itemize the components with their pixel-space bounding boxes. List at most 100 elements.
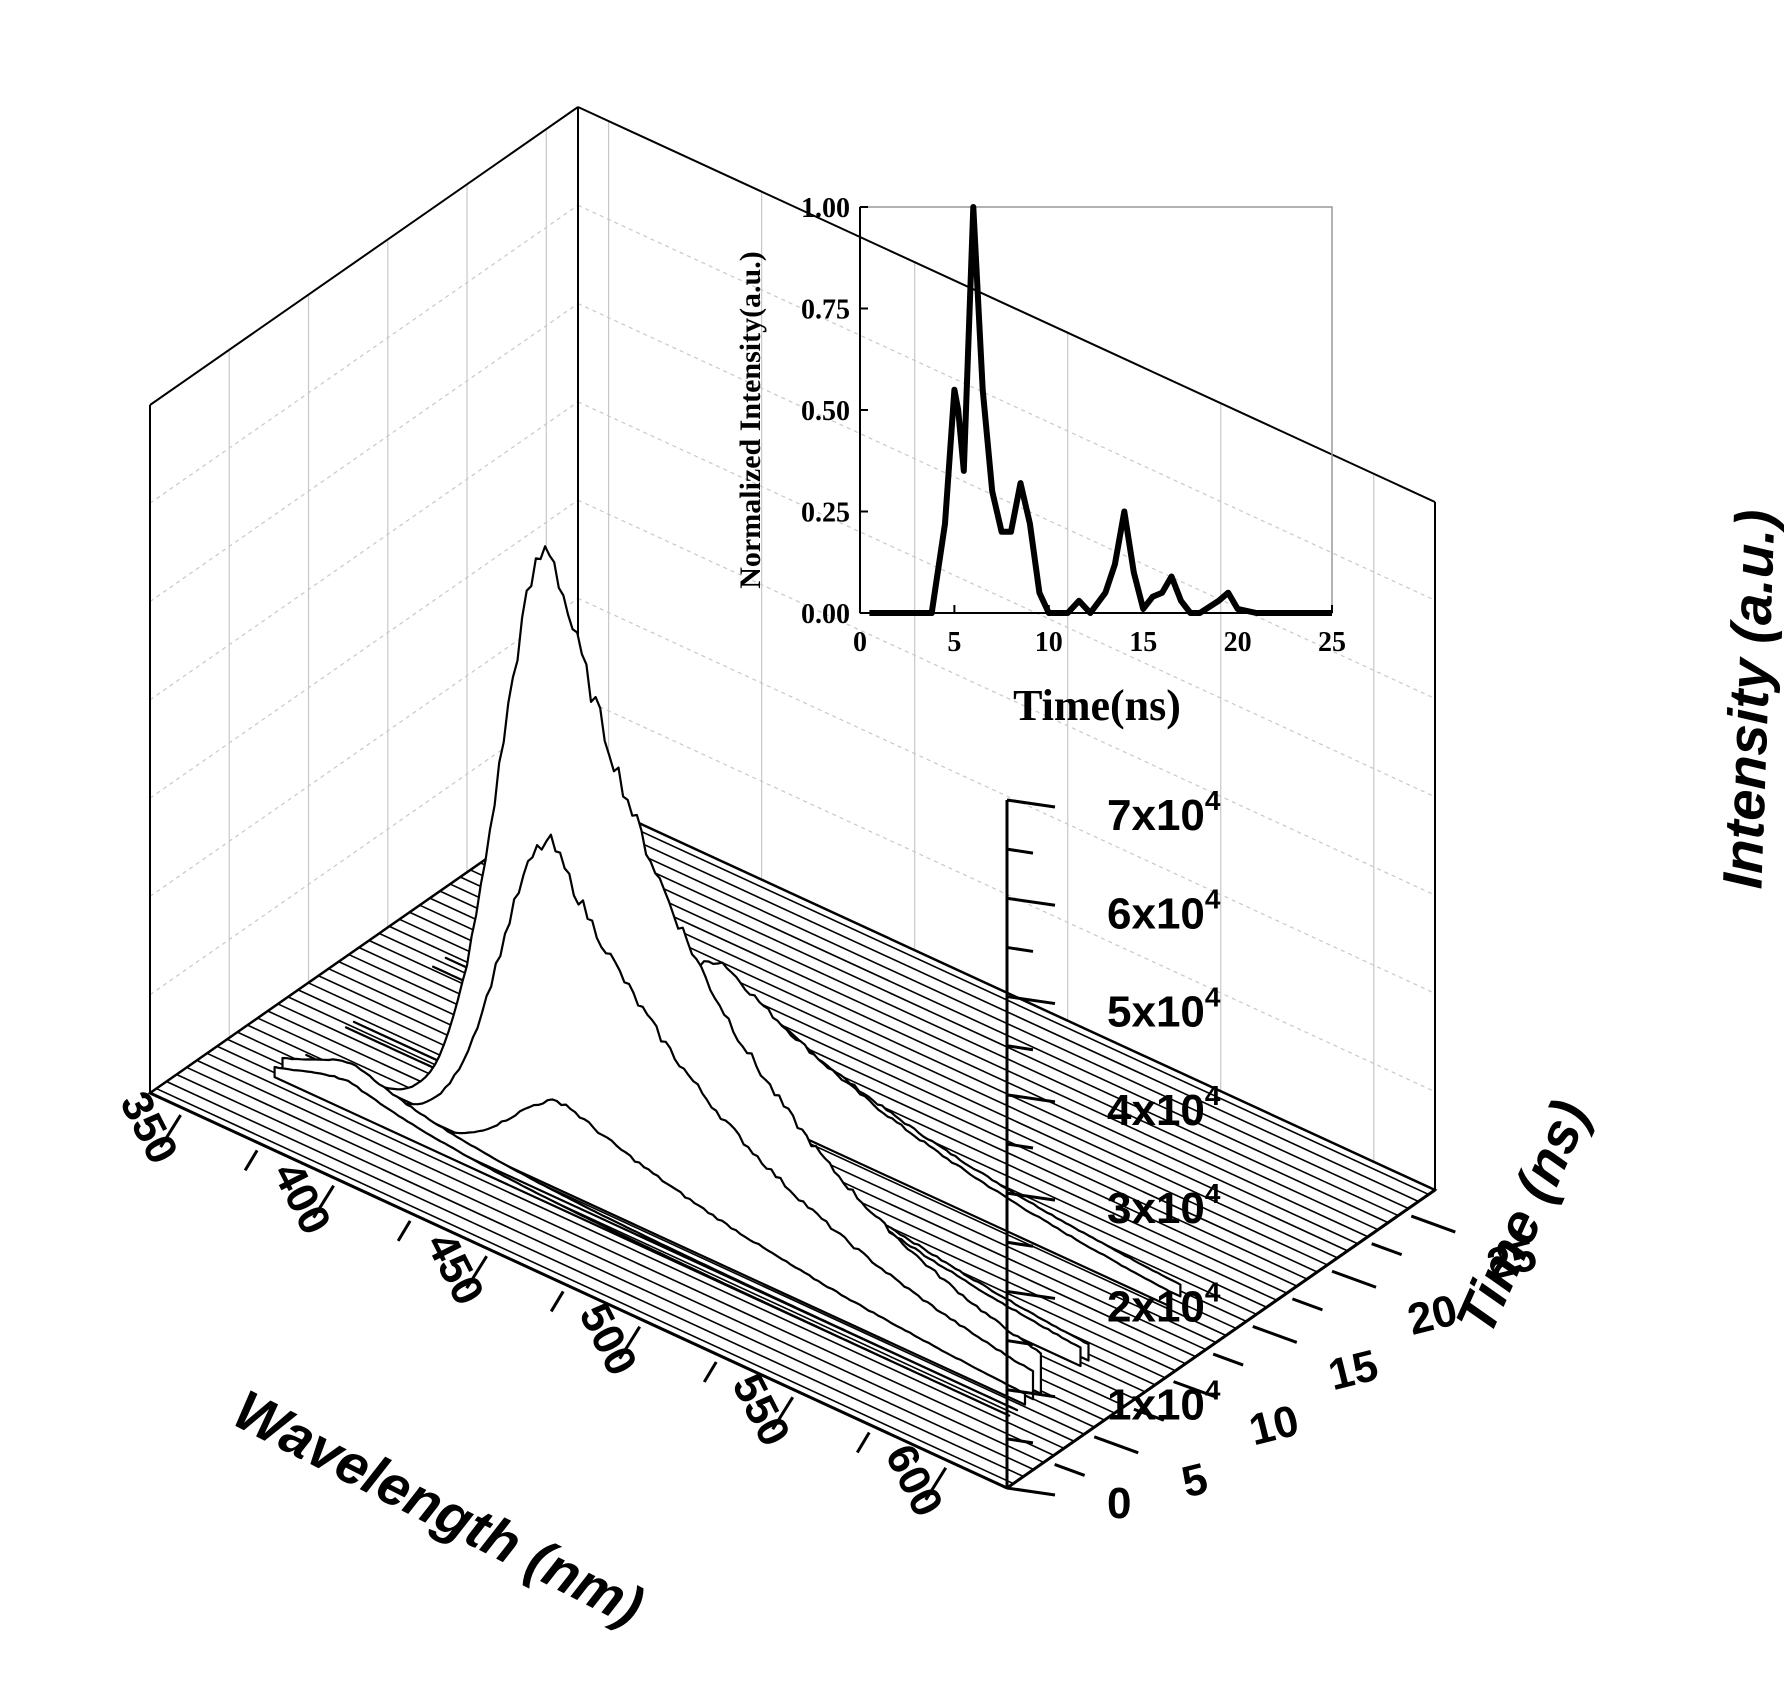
grid-line (577, 597, 1436, 994)
inset-y-tick-label: 1.00 (801, 193, 850, 224)
inset-x-tick-label: 25 (1318, 627, 1346, 658)
time-tick-mark (1093, 1435, 1139, 1455)
intensity-tick-mark (1006, 1240, 1034, 1248)
wavelength-tick-mark (243, 1149, 259, 1172)
intensity-axis-title: Intensity (a.u.) (1710, 509, 1784, 891)
grid-line (149, 303, 579, 603)
time-tick-mark (1331, 1269, 1377, 1289)
baseline-trace (156, 1087, 1014, 1485)
baseline-trace (561, 805, 1419, 1203)
baseline-trace (571, 798, 1429, 1196)
intensity-tick-label: 0 (1107, 1479, 1131, 1528)
intensity-tick-mark (1006, 896, 1056, 907)
grid-line (577, 401, 1436, 798)
time-tick-label: 15 (1324, 1341, 1383, 1400)
wavelength-tick-mark (702, 1361, 718, 1383)
intensity-tick-label: 5x104 (1107, 982, 1221, 1037)
intensity-tick-mark (1006, 1388, 1056, 1399)
intensity-tick-exponent: 4 (1205, 1375, 1221, 1406)
time-tick-label: 10 (1244, 1396, 1303, 1455)
wavelength-tick-mark (159, 1114, 182, 1148)
inset-intensity-line (869, 204, 1332, 616)
intensity-tick-mark (1006, 1289, 1056, 1300)
grid-line (149, 401, 579, 701)
wavelength-axis-line (149, 1091, 1008, 1490)
grid-line (149, 204, 579, 504)
inset-y-title: Normalized Intensity(a.u.) (734, 251, 767, 588)
intensity-tick-exponent: 4 (1205, 1080, 1221, 1111)
time-tick-mark (1173, 1380, 1219, 1400)
wavelength-tick-mark (549, 1290, 565, 1313)
intensity-tick-label: 3x104 (1107, 1178, 1221, 1233)
baseline-trace (551, 812, 1409, 1210)
inset-x-tick-label: 20 (1224, 627, 1252, 658)
time-tick-mark (1291, 1297, 1323, 1312)
inset-ticks: 0 5 10 15 20 25 0.00 0.25 0.50 0.75 1.00 (801, 193, 1346, 658)
intensity-tick-label: 6x104 (1107, 883, 1221, 938)
intensity-tick-exponent: 4 (1205, 785, 1221, 816)
grid-line (149, 499, 579, 799)
intensity-tick-mark (1006, 945, 1034, 953)
intensity-tick-mark (1006, 1437, 1034, 1445)
time-tick-label: 5 (1177, 1454, 1213, 1507)
inset-y-tick-label: 0.25 (801, 498, 850, 529)
inset-x-tick-label: 15 (1129, 627, 1157, 658)
inset-y-tick-label: 0.75 (801, 295, 850, 326)
time-tick-label: 25 (1482, 1230, 1541, 1289)
wavelength-tick-mark (312, 1184, 335, 1219)
grid-line (149, 597, 579, 897)
intensity-tick-label: 4x104 (1107, 1080, 1221, 1135)
emission-spectrum-6ns (305, 545, 1042, 1395)
inset-y-tick-label: 0.00 (801, 599, 850, 630)
inset-plot-frame (859, 206, 1333, 614)
wavelength-axis-title: Wavelength (nm) (224, 1377, 654, 1637)
time-tick-mark (1371, 1242, 1403, 1257)
intensity-tick-mark (1006, 1142, 1034, 1150)
intensity-tick-mark (1006, 1339, 1034, 1347)
baseline-trace (176, 1073, 1034, 1471)
time-tick-label: 20 (1403, 1285, 1462, 1344)
intensity-tick-exponent: 4 (1205, 1276, 1221, 1307)
intensity-tick-exponent: 4 (1205, 982, 1221, 1013)
emission-spectrum-5.5ns (297, 833, 1035, 1401)
baseline-trace (540, 819, 1399, 1217)
time-tick-mark (1410, 1214, 1456, 1234)
intensity-tick-exponent: 4 (1205, 883, 1221, 914)
emission-spectra (273, 545, 1182, 1417)
inset-y-tick-label: 0.50 (801, 396, 850, 427)
intensity-tick-label: 7x104 (1107, 785, 1221, 840)
intensity-tick-mark (1006, 798, 1056, 809)
grid-line (577, 303, 1436, 700)
inset-x-tick-label: 5 (947, 627, 961, 658)
wavelength-tick-mark (771, 1396, 795, 1431)
intensity-tick-label: 2x104 (1107, 1276, 1221, 1331)
inset-x-tick-label: 10 (1035, 627, 1063, 658)
baseline-trace (530, 826, 1389, 1224)
emission-spectrum-4.5ns (281, 1056, 1019, 1412)
baseline-trace (196, 1059, 1055, 1457)
time-axis-title: Time (ns) (1443, 1091, 1601, 1343)
grid-line (577, 204, 1436, 601)
intensity-tick-mark (1006, 847, 1034, 855)
baseline-trace (206, 1052, 1065, 1450)
intensity-tick-mark (1006, 995, 1056, 1006)
intensity-tick-mark (1006, 1093, 1056, 1104)
intensity-tick-mark (1006, 1486, 1056, 1497)
baseline-trace (186, 1066, 1045, 1464)
wavelength-tick-mark (396, 1220, 412, 1242)
intensity-tick-label: 1x104 (1107, 1375, 1221, 1430)
grid-line (577, 696, 1436, 1093)
time-axis-line (1006, 1188, 1436, 1490)
wavelength-tick-mark (618, 1325, 641, 1360)
time-tick-mark (1252, 1325, 1298, 1344)
inset-x-tick-label: 0 (853, 627, 867, 658)
grid-line (577, 499, 1436, 896)
box-edge (149, 106, 579, 406)
wavelength-tick-mark (924, 1466, 948, 1501)
time-tick-mark (1133, 1407, 1165, 1422)
box-grid (149, 106, 1436, 1191)
wavelength-tick-mark (465, 1255, 488, 1289)
emission-spectrum-4ns (273, 1065, 1011, 1417)
time-tick-mark (1054, 1462, 1086, 1477)
intensity-tick-mark (1006, 1191, 1056, 1202)
